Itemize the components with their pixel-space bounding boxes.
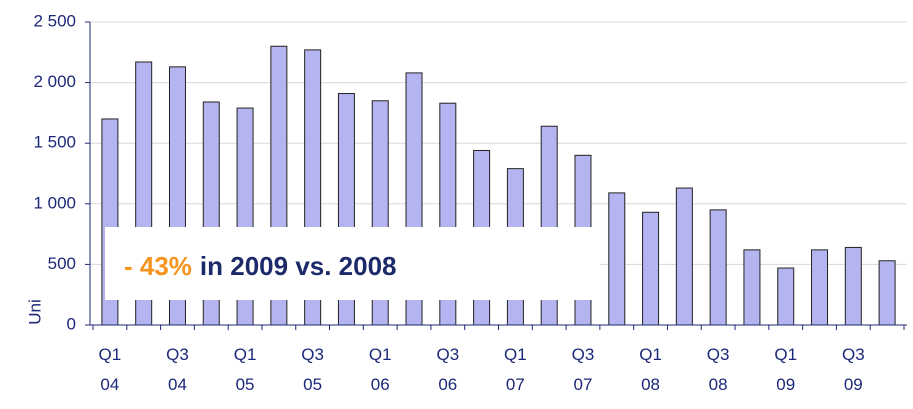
bar [709, 209, 727, 326]
axis-label: Uni [25, 299, 44, 325]
annotation-text: in 2009 vs. 2008 [200, 251, 397, 281]
annotation: - 43% in 2009 vs. 2008 [124, 251, 397, 281]
y-tick-label: 2 000 [33, 72, 76, 91]
x-tick-label: Q1 07 [504, 345, 527, 394]
annotation-highlight: - 43% [124, 251, 192, 281]
x-tick-label: Q1 08 [639, 345, 662, 394]
y-tick-label: 1 000 [33, 193, 76, 212]
y-tick-label: 500 [48, 254, 76, 273]
x-tick-label: Q3 06 [436, 345, 459, 394]
bar [675, 187, 693, 326]
x-tick-label: Q1 06 [369, 345, 392, 394]
y-tick-label: 2 500 [33, 11, 76, 30]
annotation-box [105, 227, 600, 300]
x-tick-label: Q1 05 [234, 345, 257, 394]
bar [811, 249, 829, 326]
y-tick-label: 0 [67, 314, 76, 333]
bar [878, 260, 896, 326]
x-tick-label: Q3 07 [572, 345, 595, 394]
x-tick-label: Q1 04 [99, 345, 122, 394]
bar [844, 246, 862, 326]
x-tick-label: Q3 05 [301, 345, 324, 394]
x-tick-label: Q1 09 [774, 345, 797, 394]
bar [743, 249, 761, 326]
y-tick-label: 1 500 [33, 133, 76, 152]
bar [608, 192, 626, 326]
x-tick-label: Q3 08 [707, 345, 730, 394]
x-tick-label: Q3 09 [842, 345, 865, 394]
bar [642, 211, 660, 326]
bar [777, 267, 795, 326]
x-tick-label: Q3 04 [166, 345, 189, 394]
